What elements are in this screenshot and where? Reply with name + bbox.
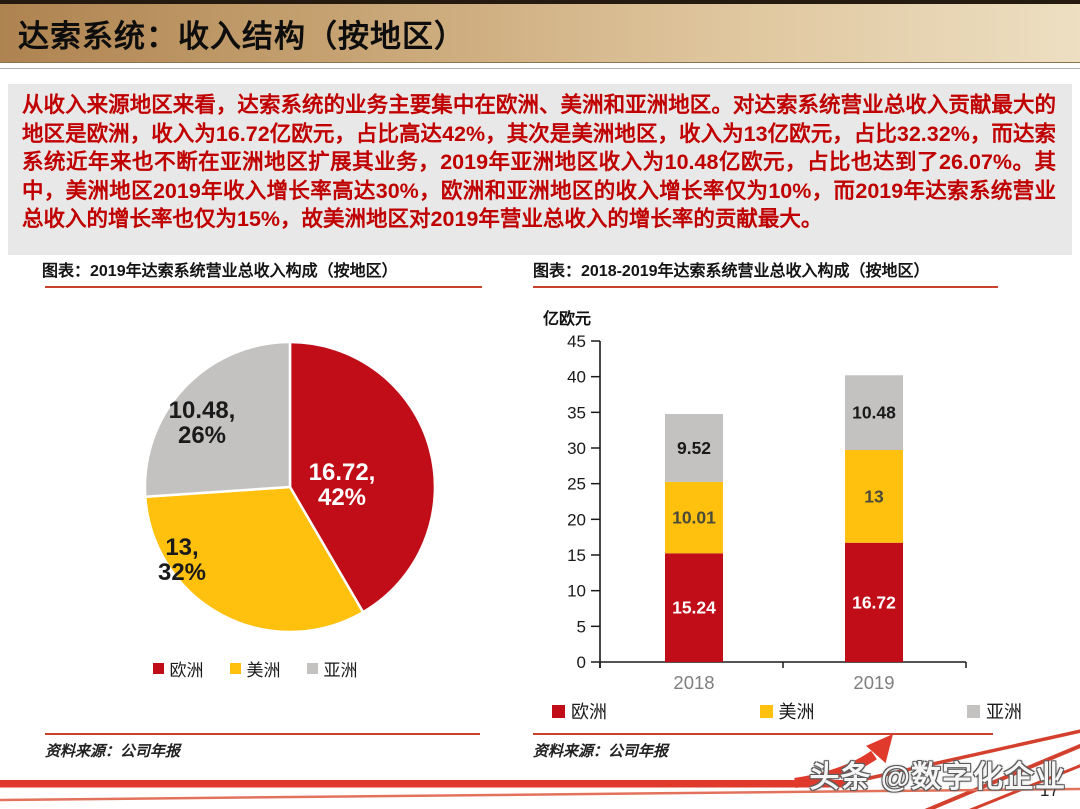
title-bar: 达索系统：收入结构（按地区） (0, 0, 1080, 63)
legend-item-欧洲: 欧洲 (152, 656, 204, 681)
footer-swoosh-line-1 (851, 729, 1080, 784)
page-title: 达索系统：收入结构（按地区） (18, 18, 466, 54)
pie-slice-label: 16.72, 42% (309, 459, 376, 511)
legend-label: 欧洲 (571, 702, 607, 722)
bar-value-label: 10.48 (852, 403, 896, 423)
footer-arrow-tail (794, 750, 877, 788)
y-axis-tick-label: 45 (567, 332, 586, 351)
footer-decoration (0, 729, 1080, 809)
pie-chart: 16.72, 42% 13, 32% 10.48, 26% (143, 340, 437, 634)
legend-item-美洲: 美洲 (759, 698, 815, 724)
bar-segment-亚洲-2018 (665, 413, 723, 482)
x-axis-category-label: 2018 (673, 672, 714, 693)
y-axis-tick-label: 5 (577, 617, 586, 636)
bar-value-label: 13 (864, 486, 884, 506)
bar-legend: 欧洲 美洲 亚洲 (552, 698, 1022, 724)
y-axis-tick-label: 15 (567, 546, 586, 565)
legend-item-亚洲: 亚洲 (967, 698, 1022, 724)
pie-chart-caption: 图表：2019年达索系统营业总收入构成（按地区） (42, 263, 398, 280)
bar-value-label: 16.72 (852, 592, 896, 612)
bar-chart-caption: 图表：2018-2019年达索系统营业总收入构成（按地区） (533, 263, 930, 280)
y-axis-tick-label: 40 (567, 368, 586, 387)
bar-segment-亚洲-2019 (845, 375, 903, 450)
footer-red-bar (0, 780, 850, 788)
pie-slice-欧洲 (288, 340, 437, 614)
title-divider (0, 68, 1080, 69)
left-source-rule (45, 733, 480, 735)
right-source-text: 资料来源：公司年报 (533, 743, 669, 760)
bar-segment-美洲-2019 (845, 449, 903, 543)
legend-label: 亚洲 (986, 702, 1022, 722)
legend-swatch-icon (152, 663, 164, 674)
legend-swatch-icon (552, 704, 565, 718)
bar-value-label: 15.24 (672, 598, 716, 618)
footer-swoosh-line-2 (924, 743, 1080, 809)
legend-swatch-icon (229, 663, 241, 674)
footer-swoosh-line-3 (968, 764, 1080, 809)
footer-arrow-head-icon (866, 734, 893, 764)
bar-segment-欧洲-2018 (665, 553, 723, 662)
legend-label: 美洲 (246, 661, 281, 680)
bar-caption-underline (533, 286, 998, 288)
right-source-rule (533, 733, 993, 735)
y-axis-tick-label: 35 (567, 403, 586, 422)
legend-item-美洲: 美洲 (229, 656, 281, 681)
legend-swatch-icon (967, 704, 980, 718)
legend-label: 美洲 (778, 702, 815, 722)
legend-item-亚洲: 亚洲 (306, 656, 358, 681)
x-axis-category-label: 2019 (853, 672, 894, 693)
legend-swatch-icon (306, 663, 318, 674)
bar-value-label: 10.01 (672, 508, 716, 528)
pie-caption-underline (45, 286, 482, 288)
y-axis-unit-label: 亿欧元 (543, 311, 592, 328)
page-number: 17 (1040, 781, 1059, 800)
pie-slice-label: 10.48, 26% (169, 397, 236, 449)
footer-thin-line (0, 787, 1080, 802)
legend-item-欧洲: 欧洲 (552, 698, 607, 724)
left-source-text: 资料来源：公司年报 (45, 743, 181, 760)
y-axis-tick-label: 30 (567, 439, 586, 458)
pie-slice-label: 13, 32% (158, 534, 206, 586)
pie-slice-亚洲 (143, 340, 292, 498)
y-axis-tick-label: 20 (567, 510, 586, 529)
legend-swatch-icon (759, 704, 773, 718)
y-axis-tick-label: 0 (577, 653, 586, 672)
bar-segment-美洲-2018 (665, 481, 723, 554)
legend-label: 欧洲 (169, 661, 204, 680)
summary-text: 从收入来源地区来看，达索系统的业务主要集中在欧洲、美洲和亚洲地区。对达索系统营业… (22, 93, 1056, 231)
stacked-bar-chart: 0 5 10 15 20 25 30 35 40 45 15.24 10.01 9.52 2018 16.7… (567, 332, 967, 693)
bar-value-label: 9.52 (677, 438, 711, 458)
y-axis-tick-label: 10 (567, 582, 586, 601)
y-axis-tick-label: 25 (567, 475, 586, 494)
summary-block: 从收入来源地区来看，达索系统的业务主要集中在欧洲、美洲和亚洲地区。对达索系统营业… (8, 84, 1072, 255)
watermark-text: 头条 @数字化企业 (809, 761, 1066, 794)
legend-label: 亚洲 (323, 661, 358, 680)
bar-segment-欧洲-2019 (845, 542, 903, 662)
pie-slice-美洲 (144, 485, 365, 634)
pie-legend: 欧洲 美洲 亚洲 (40, 656, 470, 681)
